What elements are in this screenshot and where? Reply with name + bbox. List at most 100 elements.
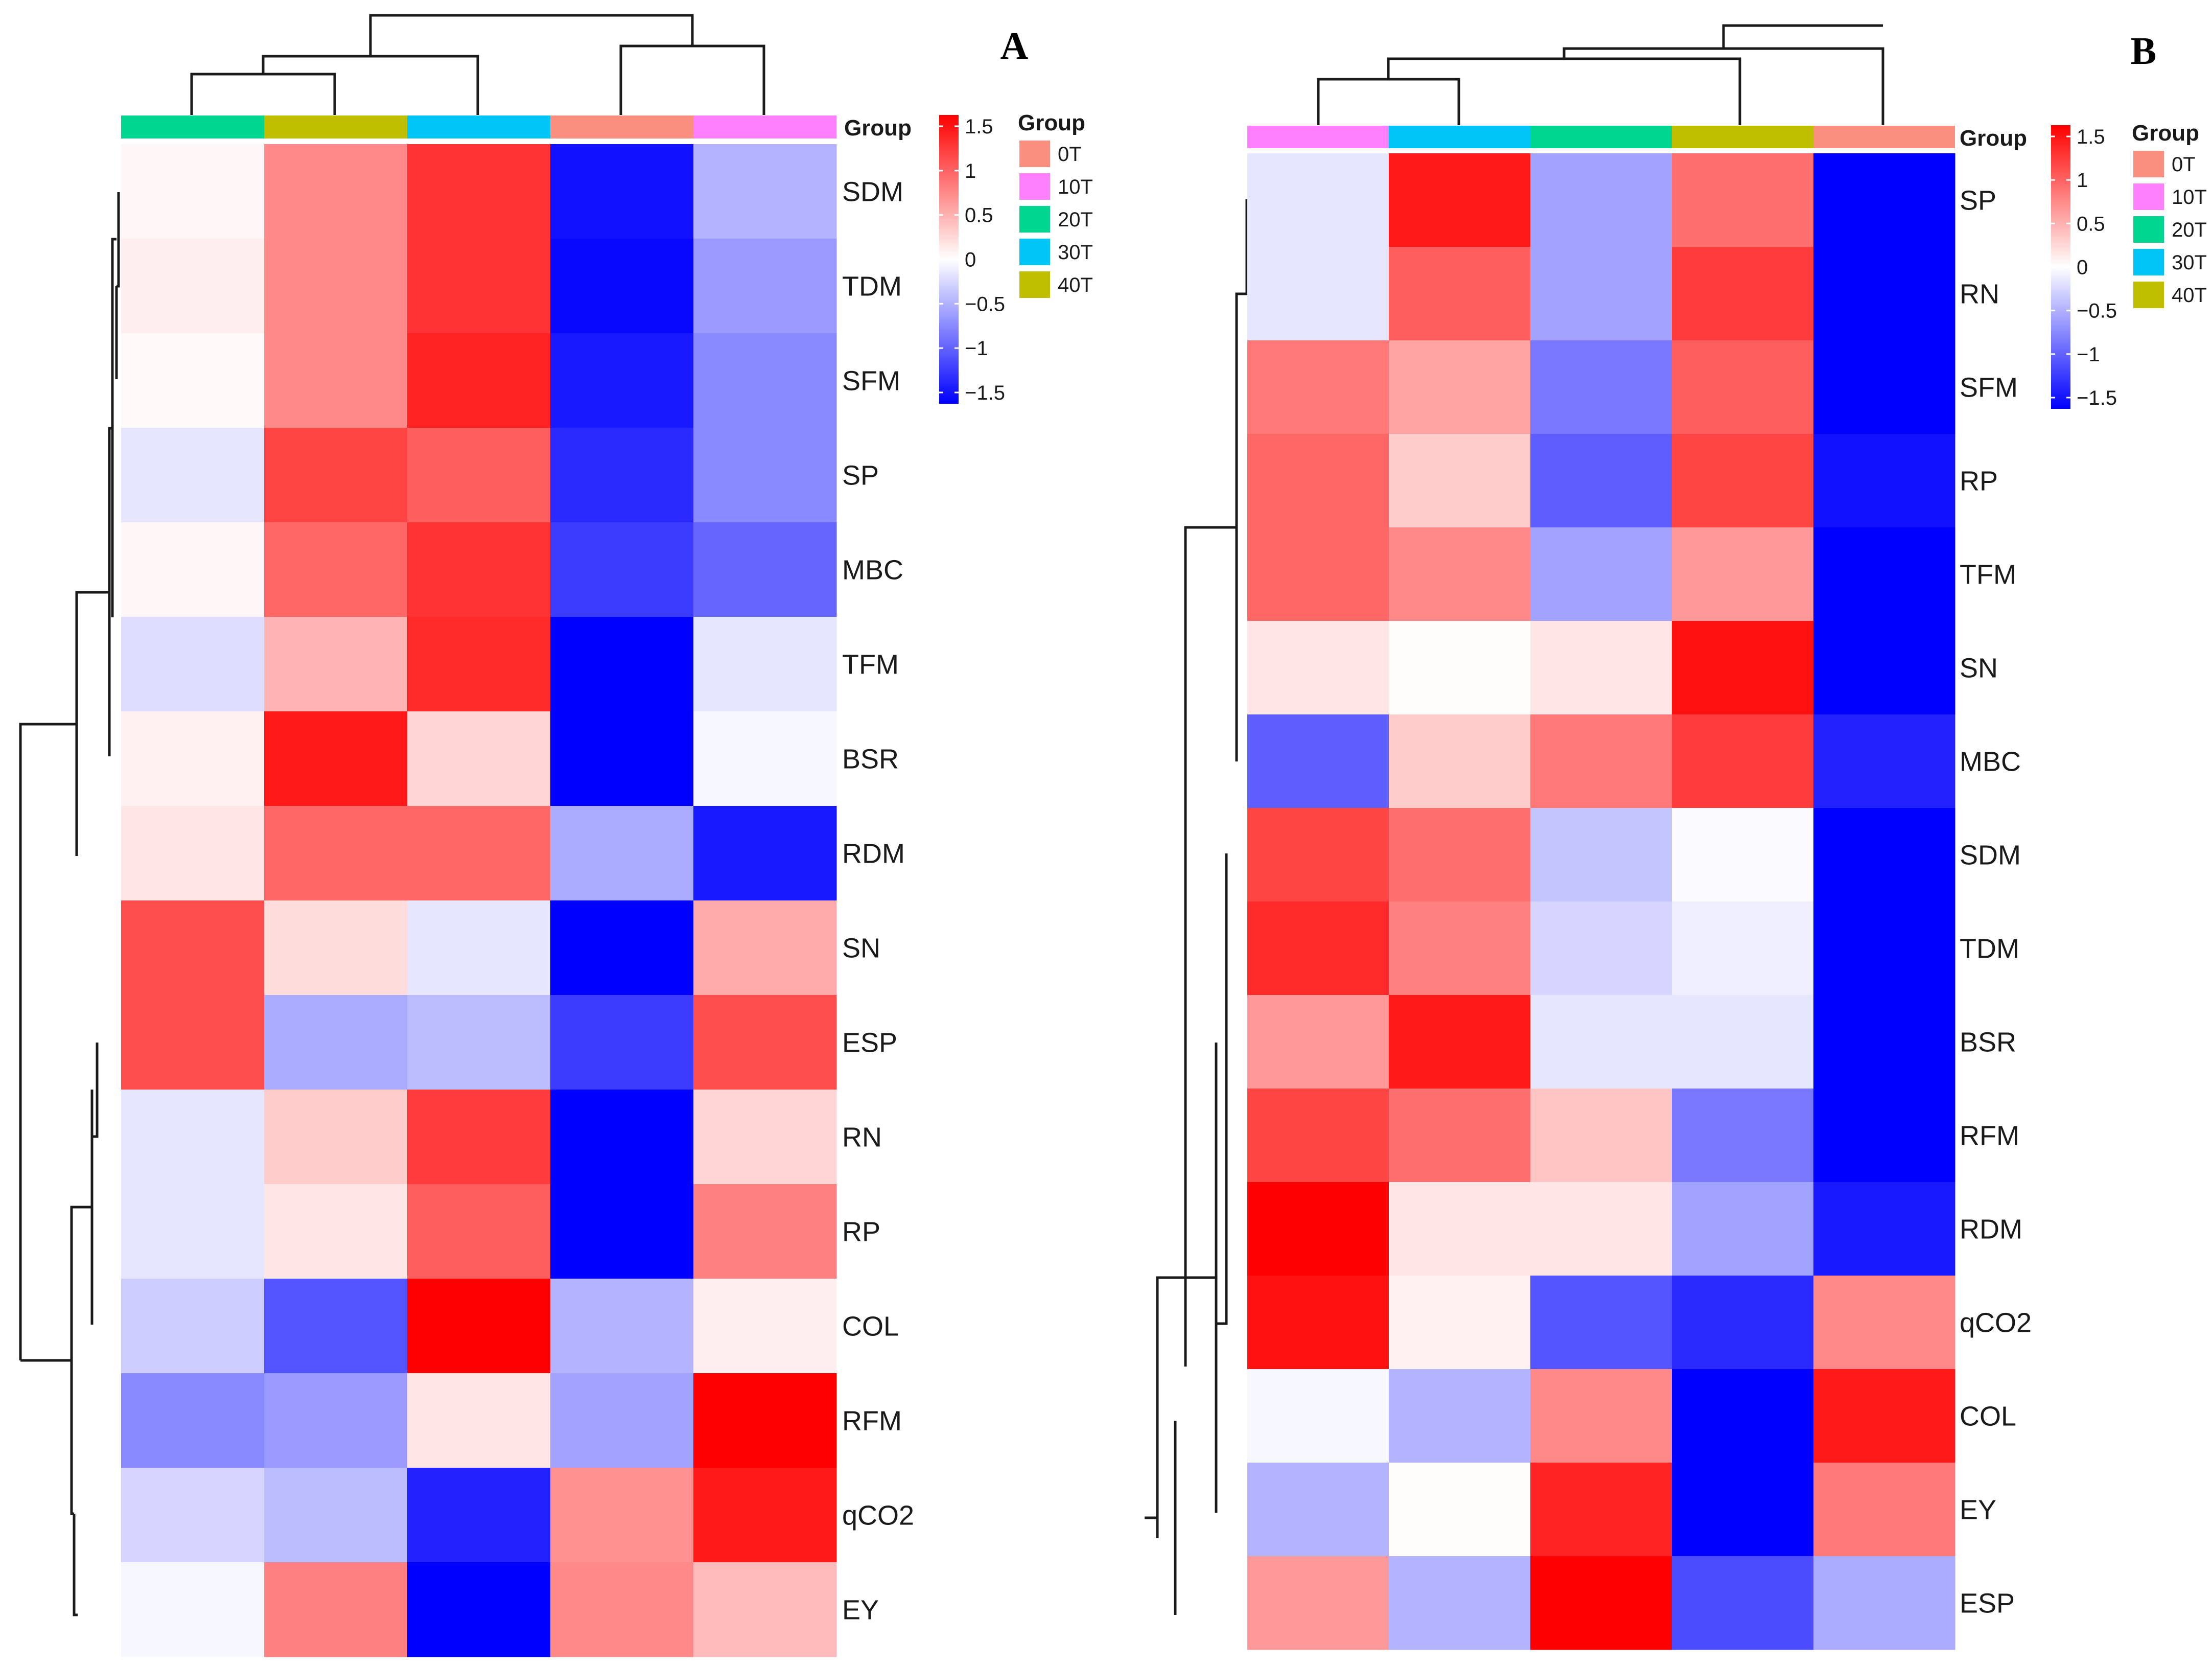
legend-swatch-20t	[1019, 206, 1050, 233]
panel-b-cell-col-40t	[1672, 1369, 1814, 1463]
panel-a-cell-mbc-20t	[121, 522, 265, 617]
legend-a-ticks: 1.5 1 0.5 0 −0.5 −1 −1.5	[939, 115, 1005, 404]
panel-a-row-dendrogram	[19, 192, 120, 1616]
panel-a-cell-sdm-0t	[550, 144, 694, 239]
panel-b-cell-sfm-40t	[1672, 340, 1814, 434]
panel-a-row-label-col: COL	[842, 1311, 899, 1342]
panel-b-row-label-col: COL	[1960, 1401, 2016, 1432]
panel-a-group-bar-30t	[407, 115, 550, 138]
panel-a-cell-mbc-10t	[693, 522, 837, 617]
panel-a-cell-sp-40t	[264, 428, 408, 523]
panel-a-cell-rfm-10t	[693, 1373, 837, 1468]
panel-a-cell-col-0t	[550, 1279, 694, 1374]
legend-group-label-30t: 30T	[2172, 251, 2207, 274]
panel-a-row-label-mbc: MBC	[842, 555, 903, 586]
legend-a-groups: 0T 10T 20T 30T 40T	[1019, 141, 1093, 298]
panel-b-cell-sn-20t	[1530, 621, 1672, 715]
panel-a-cell-rp-20t	[121, 1184, 265, 1279]
panel-b-column-dendrogram	[1317, 24, 1884, 125]
panel-b-heatmap: Group SP RN SFM RP TFM SN MBC SDM TDM BSR RFM RDM qCO…	[1247, 126, 2032, 1650]
panel-b-cell-sp-20t	[1530, 153, 1672, 247]
legend-a-group-title: Group	[1018, 110, 1085, 135]
panel-a-cell-rdm-40t	[264, 806, 408, 901]
panel-a-column-dendrogram	[190, 14, 765, 115]
panel-b-row-label-sp: SP	[1960, 186, 1996, 216]
legend-swatch-30t	[2133, 249, 2164, 275]
panel-a-heatmap: Group SDM TDM SFM SP MBC TFM BSR RDM SN ESP RN RP COL…	[121, 115, 914, 1657]
panel-a-row-label-bsr: BSR	[842, 744, 899, 775]
panel-a-cell-rn-40t	[264, 1090, 408, 1185]
legend-b-groups: 0T 10T 20T 30T 40T	[2133, 151, 2207, 308]
panel-a-cell-sfm-0t	[550, 333, 694, 428]
panel-b-cell-tfm-0t	[1813, 527, 1955, 621]
legend-tick-label: 0.5	[2077, 213, 2105, 235]
panel-b-cell-qco2-40t	[1672, 1276, 1814, 1370]
panel-a-cell-sn-30t	[407, 900, 551, 996]
legend-group-label-0t: 0T	[2172, 153, 2196, 176]
panel-b-cell-sp-40t	[1672, 153, 1814, 247]
panel-b-cell-sp-30t	[1389, 153, 1531, 247]
panel-b-cell-tfm-10t	[1247, 527, 1389, 621]
panel-a-cell-sfm-30t	[407, 333, 551, 428]
panel-a-cell-sdm-40t	[264, 144, 408, 239]
panel-b-cell-ey-20t	[1530, 1463, 1672, 1557]
panel-a-cell-rp-30t	[407, 1184, 551, 1279]
panel-b-cell-sdm-20t	[1530, 808, 1672, 902]
legend-group-label-10t: 10T	[1058, 176, 1093, 198]
legend-group-label-20t: 20T	[1058, 209, 1093, 231]
panel-a-cell-rfm-20t	[121, 1373, 265, 1468]
panel-b-cell-sn-40t	[1672, 621, 1814, 715]
panel-a-cell-rdm-10t	[693, 806, 837, 901]
panel-b-cell-rn-20t	[1530, 247, 1672, 341]
panel-a-cell-ey-10t	[693, 1562, 837, 1657]
panel-a-cell-mbc-0t	[550, 522, 694, 617]
panel-a-group-bar-0t	[550, 115, 693, 138]
panel-a-cell-rn-20t	[121, 1090, 265, 1185]
panel-a-cell-bsr-20t	[121, 711, 265, 806]
panel-b-group-bar-0t	[1813, 126, 1955, 148]
panel-b-cell-sdm-0t	[1813, 808, 1955, 902]
panel-a-cell-col-40t	[264, 1279, 408, 1374]
panel-a-group-bar-20t	[121, 115, 264, 138]
panel-b-cell-esp-30t	[1389, 1556, 1531, 1650]
panel-a-cell-tdm-20t	[121, 239, 265, 334]
panel-b-row-label-esp: ESP	[1960, 1588, 2015, 1619]
legend-tick-label: 0	[2077, 257, 2088, 279]
legend-swatch-40t	[1019, 271, 1050, 298]
panel-a-cell-bsr-0t	[550, 711, 694, 806]
panel-b-cell-sn-30t	[1389, 621, 1531, 715]
panel-a-row-label-sdm: SDM	[842, 177, 903, 207]
panel-b-cell-rn-0t	[1813, 247, 1955, 341]
legend-group-label-40t: 40T	[1058, 274, 1093, 296]
panel-b-cell-bsr-0t	[1813, 995, 1955, 1089]
panel-a-cell-rfm-0t	[550, 1373, 694, 1468]
panel-b-cell-tdm-10t	[1247, 901, 1389, 996]
legend-tick-label: 0	[965, 249, 976, 271]
panel-b-cell-sdm-10t	[1247, 808, 1389, 902]
panel-a-cell-sn-0t	[550, 900, 694, 996]
panel-a-row-label-ey: EY	[842, 1595, 879, 1626]
panel-b-cell-sn-0t	[1813, 621, 1955, 715]
panel-a-cell-col-30t	[407, 1279, 551, 1374]
panel-a-cell-sp-0t	[550, 428, 694, 523]
panel-b-cell-qco2-20t	[1530, 1276, 1672, 1370]
panel-a-group-bar-40t	[264, 115, 407, 138]
panel-a-cell-tfm-20t	[121, 617, 265, 712]
panel-a-cell-tdm-40t	[264, 239, 408, 334]
panel-b-cell-ey-40t	[1672, 1463, 1814, 1557]
legend-tick-label: −0.5	[965, 293, 1005, 315]
panel-a-cell-rdm-20t	[121, 806, 265, 901]
panel-b-cell-rp-40t	[1672, 434, 1814, 528]
panel-b-cell-col-30t	[1389, 1369, 1531, 1463]
panel-b-row-label-ey: EY	[1960, 1495, 1996, 1525]
legend-tick-label: −1.5	[2077, 387, 2117, 409]
panel-a-cell-qco2-0t	[550, 1468, 694, 1563]
legend-swatch-40t	[2133, 282, 2164, 308]
panel-a-cell-rp-0t	[550, 1184, 694, 1279]
panel-a-cell-tfm-30t	[407, 617, 551, 712]
panel-b-cell-rn-30t	[1389, 247, 1531, 341]
panel-b-row-label-rp: RP	[1960, 466, 1998, 497]
panel-b-cell-sfm-20t	[1530, 340, 1672, 434]
panel-b-row-label-rdm: RDM	[1960, 1214, 2022, 1245]
